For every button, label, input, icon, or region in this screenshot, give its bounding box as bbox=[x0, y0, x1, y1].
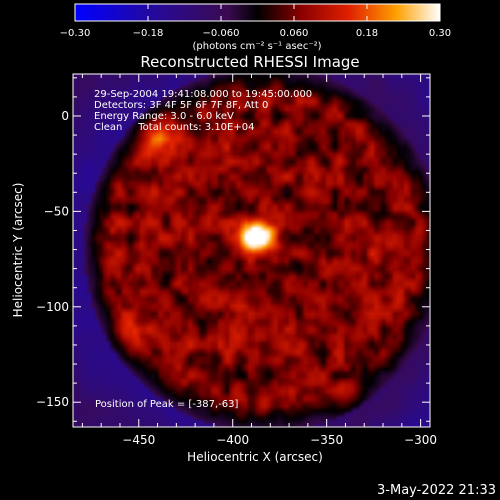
x-axis: −450 −400 −350 −300 bbox=[81, 74, 437, 447]
colorbar-gradient bbox=[74, 3, 441, 22]
chart-title: Reconstructed RHESSI Image bbox=[140, 53, 359, 71]
y-tick-label: −150 bbox=[36, 395, 69, 409]
y-axis-label: Heliocentric Y (arcsec) bbox=[11, 183, 25, 318]
colorbar-tick-label: −0.060 bbox=[202, 28, 239, 39]
annotation-clean-counts: Clean Total counts: 3.10E+04 bbox=[94, 122, 254, 133]
colorbar-tick-label: 0.18 bbox=[356, 28, 378, 39]
peak-position-label: Position of Peak = [-387,-63] bbox=[95, 399, 239, 410]
x-tick-label: −450 bbox=[122, 433, 155, 447]
colorbar-unit-label: (photons cm⁻² s⁻¹ asec⁻²) bbox=[192, 41, 321, 52]
y-axis: 0 −50 −100 −150 bbox=[36, 77, 430, 422]
annotation-energy-range: Energy Range: 3.0 - 6.0 keV bbox=[94, 111, 234, 122]
x-tick-label: −400 bbox=[216, 433, 249, 447]
colorbar-tick-label: −0.30 bbox=[60, 28, 91, 39]
colorbar-tick-label: 0.30 bbox=[429, 28, 451, 39]
annotation-time-range: 29-Sep-2004 19:41:08.000 to 19:45:00.000 bbox=[94, 89, 312, 100]
colorbar-tick-label: 0.060 bbox=[280, 28, 309, 39]
y-tick-label: −50 bbox=[44, 204, 69, 218]
y-tick-label: 0 bbox=[61, 109, 69, 123]
annotation-block: 29-Sep-2004 19:41:08.000 to 19:45:00.000… bbox=[94, 89, 312, 133]
timestamp: 3-May-2022 21:33 bbox=[377, 483, 496, 498]
annotation-detectors: Detectors: 3F 4F 5F 6F 7F 8F, Att 0 bbox=[94, 100, 268, 111]
plot-area bbox=[72, 73, 431, 428]
x-tick-label: −300 bbox=[404, 433, 437, 447]
colorbar-tick-label: −0.18 bbox=[133, 28, 164, 39]
y-tick-label: −100 bbox=[36, 300, 69, 314]
colorbar-ticks: −0.30 −0.18 −0.060 0.060 0.18 0.30 bbox=[60, 4, 451, 39]
x-axis-label: Heliocentric X (arcsec) bbox=[187, 450, 323, 464]
heatmap-image bbox=[73, 74, 430, 427]
colorbar: −0.30 −0.18 −0.060 0.060 0.18 0.30 (photons c… bbox=[60, 3, 451, 52]
x-tick-label: −350 bbox=[310, 433, 343, 447]
